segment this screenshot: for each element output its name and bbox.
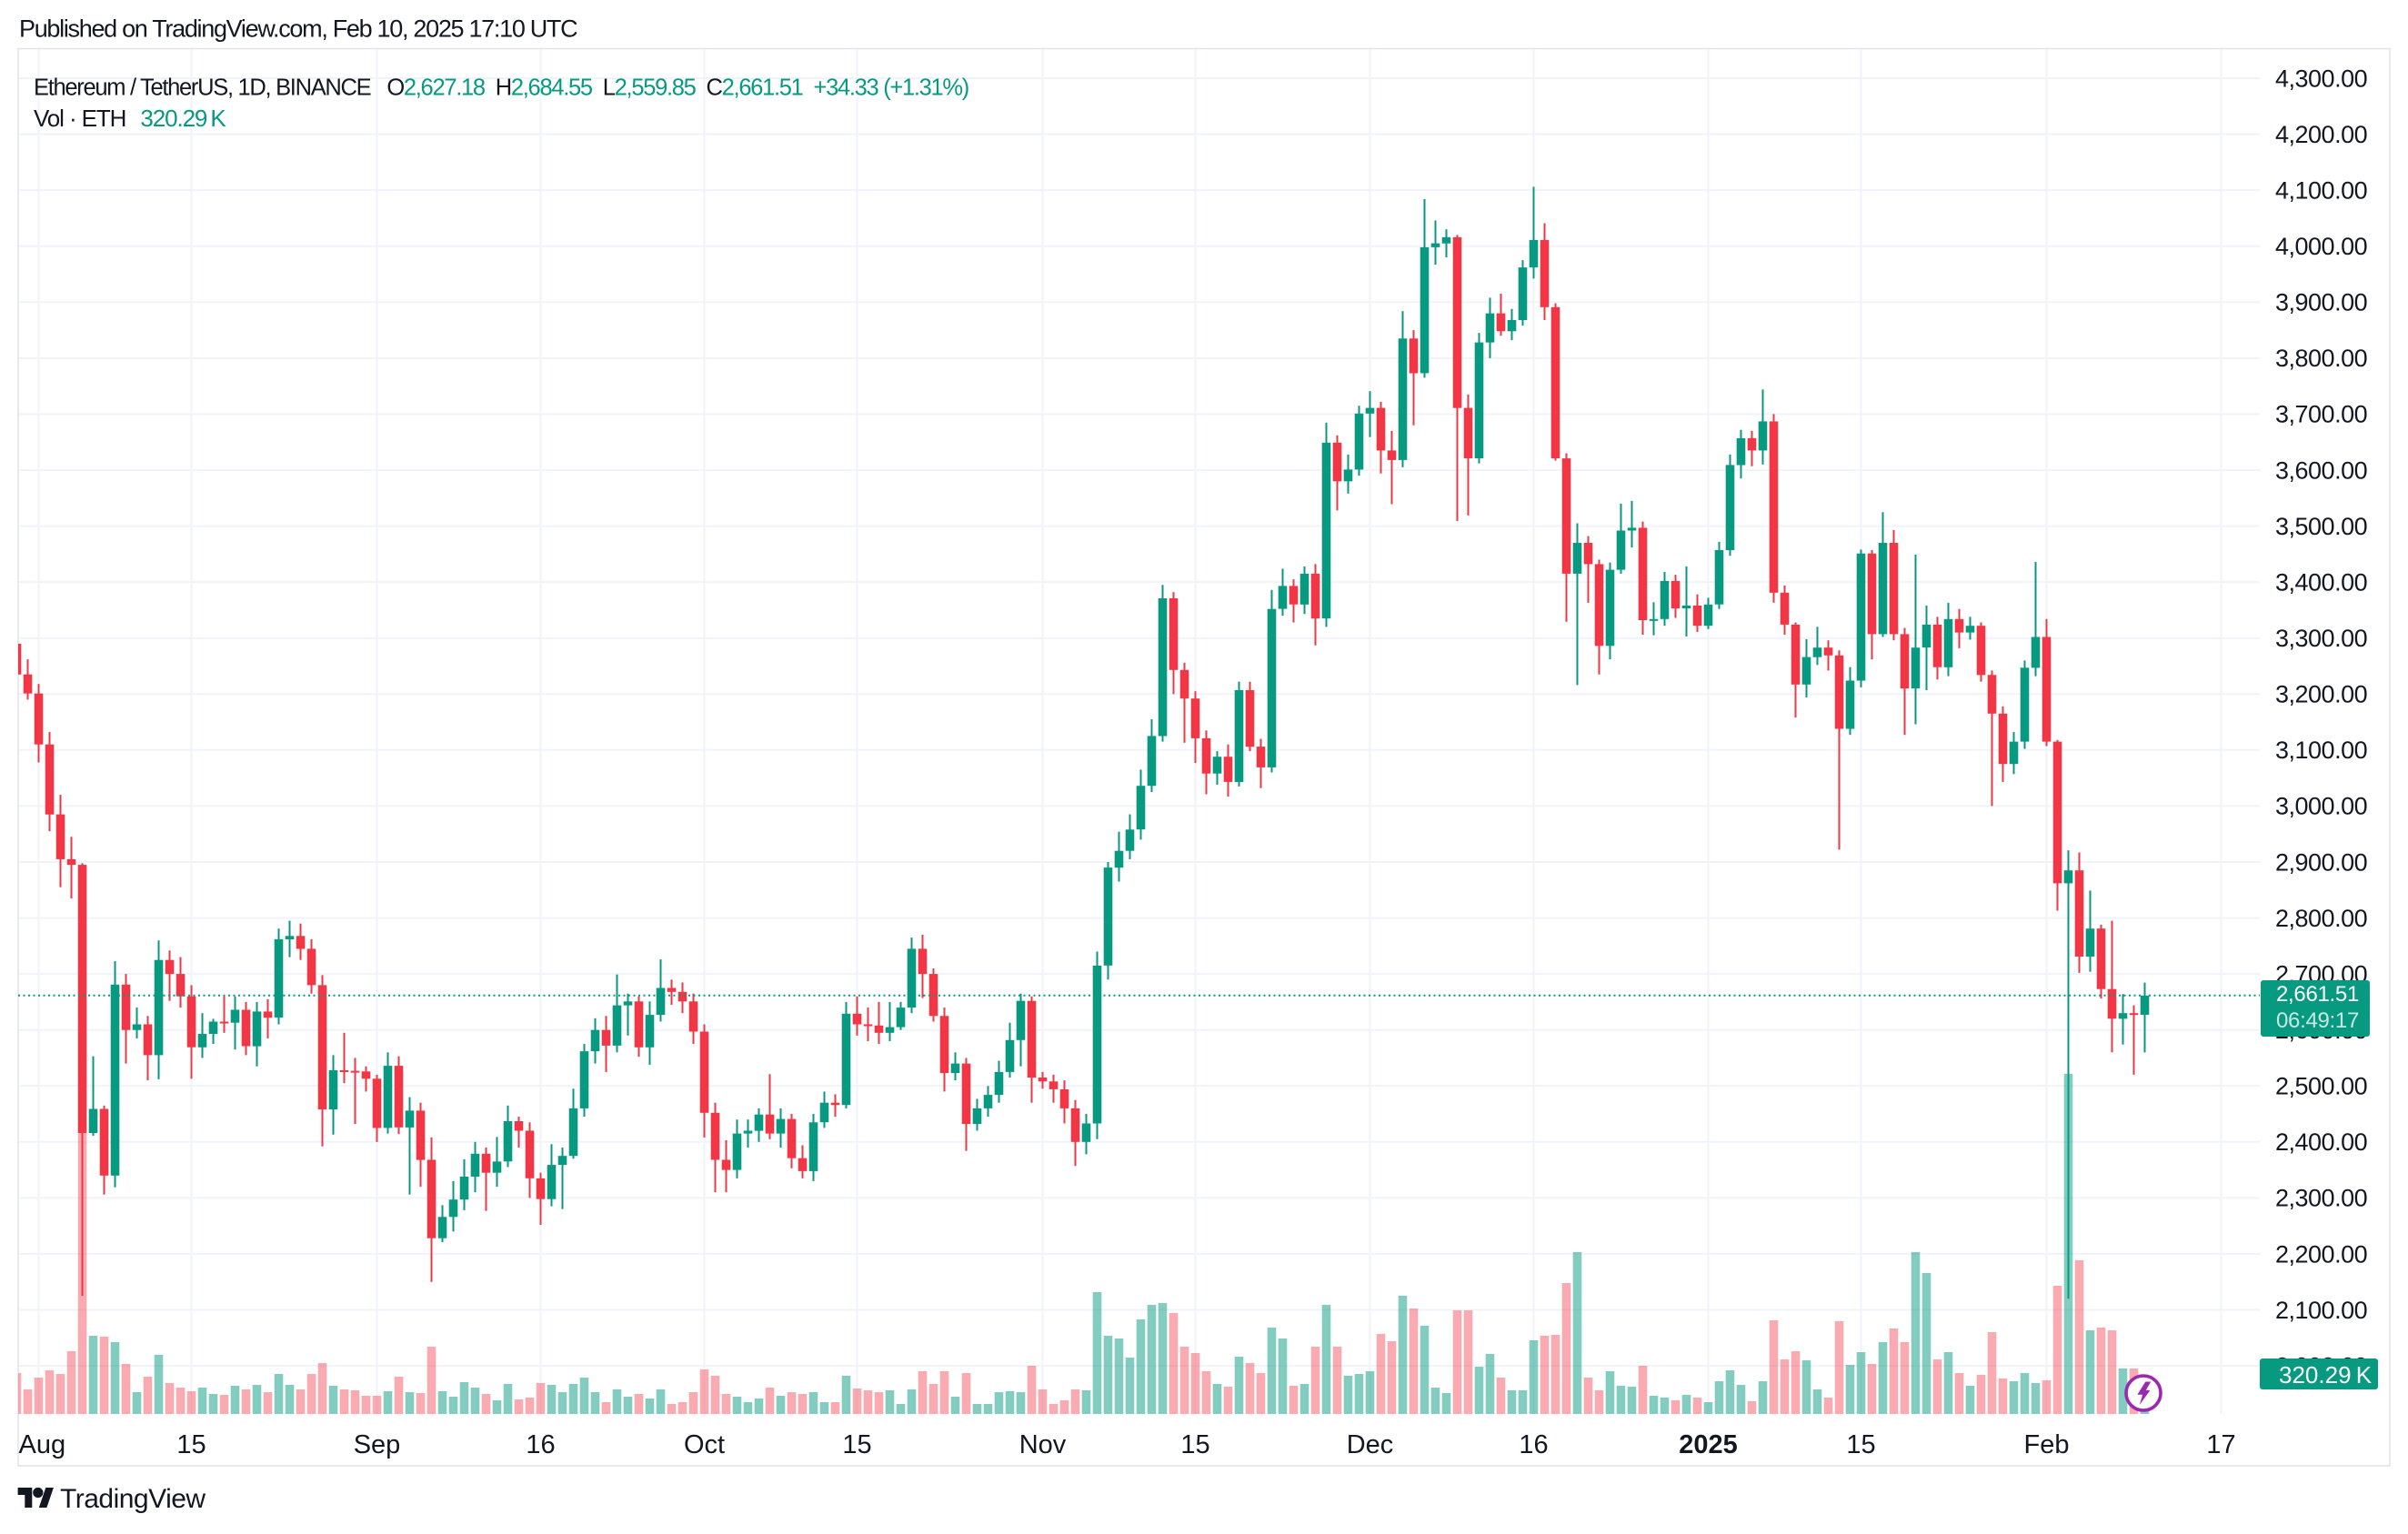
svg-text:4,200.00: 4,200.00	[2275, 121, 2367, 148]
svg-text:TradingView: TradingView	[60, 1484, 206, 1514]
svg-text:Sep: Sep	[354, 1430, 401, 1459]
svg-text:3,400.00: 3,400.00	[2275, 568, 2367, 596]
svg-text:16: 16	[526, 1430, 555, 1459]
svg-text:15: 15	[176, 1430, 206, 1459]
svg-text:3,800.00: 3,800.00	[2275, 345, 2367, 372]
svg-text:Feb: Feb	[2024, 1430, 2070, 1459]
svg-text:3,100.00: 3,100.00	[2275, 737, 2367, 764]
svg-text:2,300.00: 2,300.00	[2275, 1185, 2367, 1212]
svg-text:2,661.51: 2,661.51	[2276, 982, 2359, 1007]
svg-text:15: 15	[1180, 1430, 1209, 1459]
svg-text:3,500.00: 3,500.00	[2275, 513, 2367, 540]
svg-text:15: 15	[1846, 1430, 1875, 1459]
svg-text:Oct: Oct	[684, 1430, 725, 1459]
svg-text:17: 17	[2206, 1430, 2235, 1459]
svg-text:3,900.00: 3,900.00	[2275, 289, 2367, 316]
svg-text:3,700.00: 3,700.00	[2275, 401, 2367, 428]
svg-text:2,900.00: 2,900.00	[2275, 848, 2367, 876]
svg-text:Published on TradingView.com,: Published on TradingView.com, Feb 10, 20…	[19, 15, 577, 43]
svg-text:Ethereum / TetherUS, 1D, BINAN: Ethereum / TetherUS, 1D, BINANCE O2,627.1…	[34, 75, 968, 101]
svg-text:2,800.00: 2,800.00	[2275, 905, 2367, 932]
svg-text:3,600.00: 3,600.00	[2275, 456, 2367, 484]
svg-text:15: 15	[842, 1430, 871, 1459]
svg-text:06:49:17: 06:49:17	[2276, 1008, 2359, 1033]
svg-text:2,400.00: 2,400.00	[2275, 1128, 2367, 1156]
svg-text:4,000.00: 4,000.00	[2275, 233, 2367, 260]
svg-text:2,100.00: 2,100.00	[2275, 1297, 2367, 1324]
svg-text:3,200.00: 3,200.00	[2275, 681, 2367, 708]
svg-text:3,000.00: 3,000.00	[2275, 793, 2367, 820]
svg-text:2,500.00: 2,500.00	[2275, 1073, 2367, 1100]
svg-text:4,300.00: 4,300.00	[2275, 65, 2367, 92]
svg-text:Aug: Aug	[19, 1430, 66, 1459]
svg-text:2025: 2025	[1679, 1430, 1738, 1459]
svg-text:320.29 K: 320.29 K	[2279, 1361, 2373, 1389]
svg-text:2,200.00: 2,200.00	[2275, 1240, 2367, 1268]
svg-text:16: 16	[1519, 1430, 1548, 1459]
svg-text:4,100.00: 4,100.00	[2275, 176, 2367, 204]
svg-text:Dec: Dec	[1347, 1430, 1394, 1459]
svg-text:Nov: Nov	[1019, 1430, 1067, 1459]
svg-text:3,300.00: 3,300.00	[2275, 625, 2367, 652]
